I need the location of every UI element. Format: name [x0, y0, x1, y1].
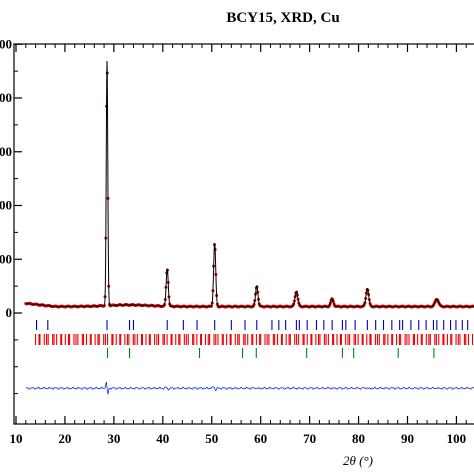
x-axis-label: 2θ (°)	[343, 453, 373, 468]
y-tick-label: 00	[0, 144, 12, 159]
x-tick-label: 40	[156, 431, 169, 446]
y-tick-label: 00	[0, 36, 12, 51]
y-tick-label: 00	[0, 90, 12, 105]
pattern-curves	[24, 61, 474, 395]
y-tick-label: 0	[6, 305, 13, 320]
y-tick-label: 00	[0, 251, 12, 266]
x-tick-label: 80	[352, 431, 365, 446]
difference-curve	[25, 381, 474, 395]
observed-points	[24, 71, 474, 309]
x-tick-label: 10	[10, 431, 23, 446]
x-tick-label: 70	[303, 431, 316, 446]
chart-title: BCY15, XRD, Cu	[226, 10, 339, 26]
plot-area	[13, 43, 474, 425]
x-tick-label: 20	[58, 431, 71, 446]
x-tick-label: 50	[205, 431, 218, 446]
reflection-markers	[35, 320, 474, 358]
calculated-curve	[25, 61, 474, 308]
x-tick-label: 60	[254, 431, 267, 446]
x-tick-label: 100	[447, 431, 467, 446]
x-tick-label: 90	[401, 431, 414, 446]
x-tick-label: 30	[107, 431, 120, 446]
y-tick-label: 00	[0, 198, 12, 213]
